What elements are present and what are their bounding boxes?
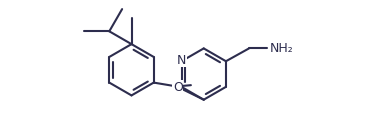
Text: O: O (173, 81, 183, 94)
Text: NH₂: NH₂ (270, 42, 294, 55)
Text: N: N (177, 54, 186, 67)
